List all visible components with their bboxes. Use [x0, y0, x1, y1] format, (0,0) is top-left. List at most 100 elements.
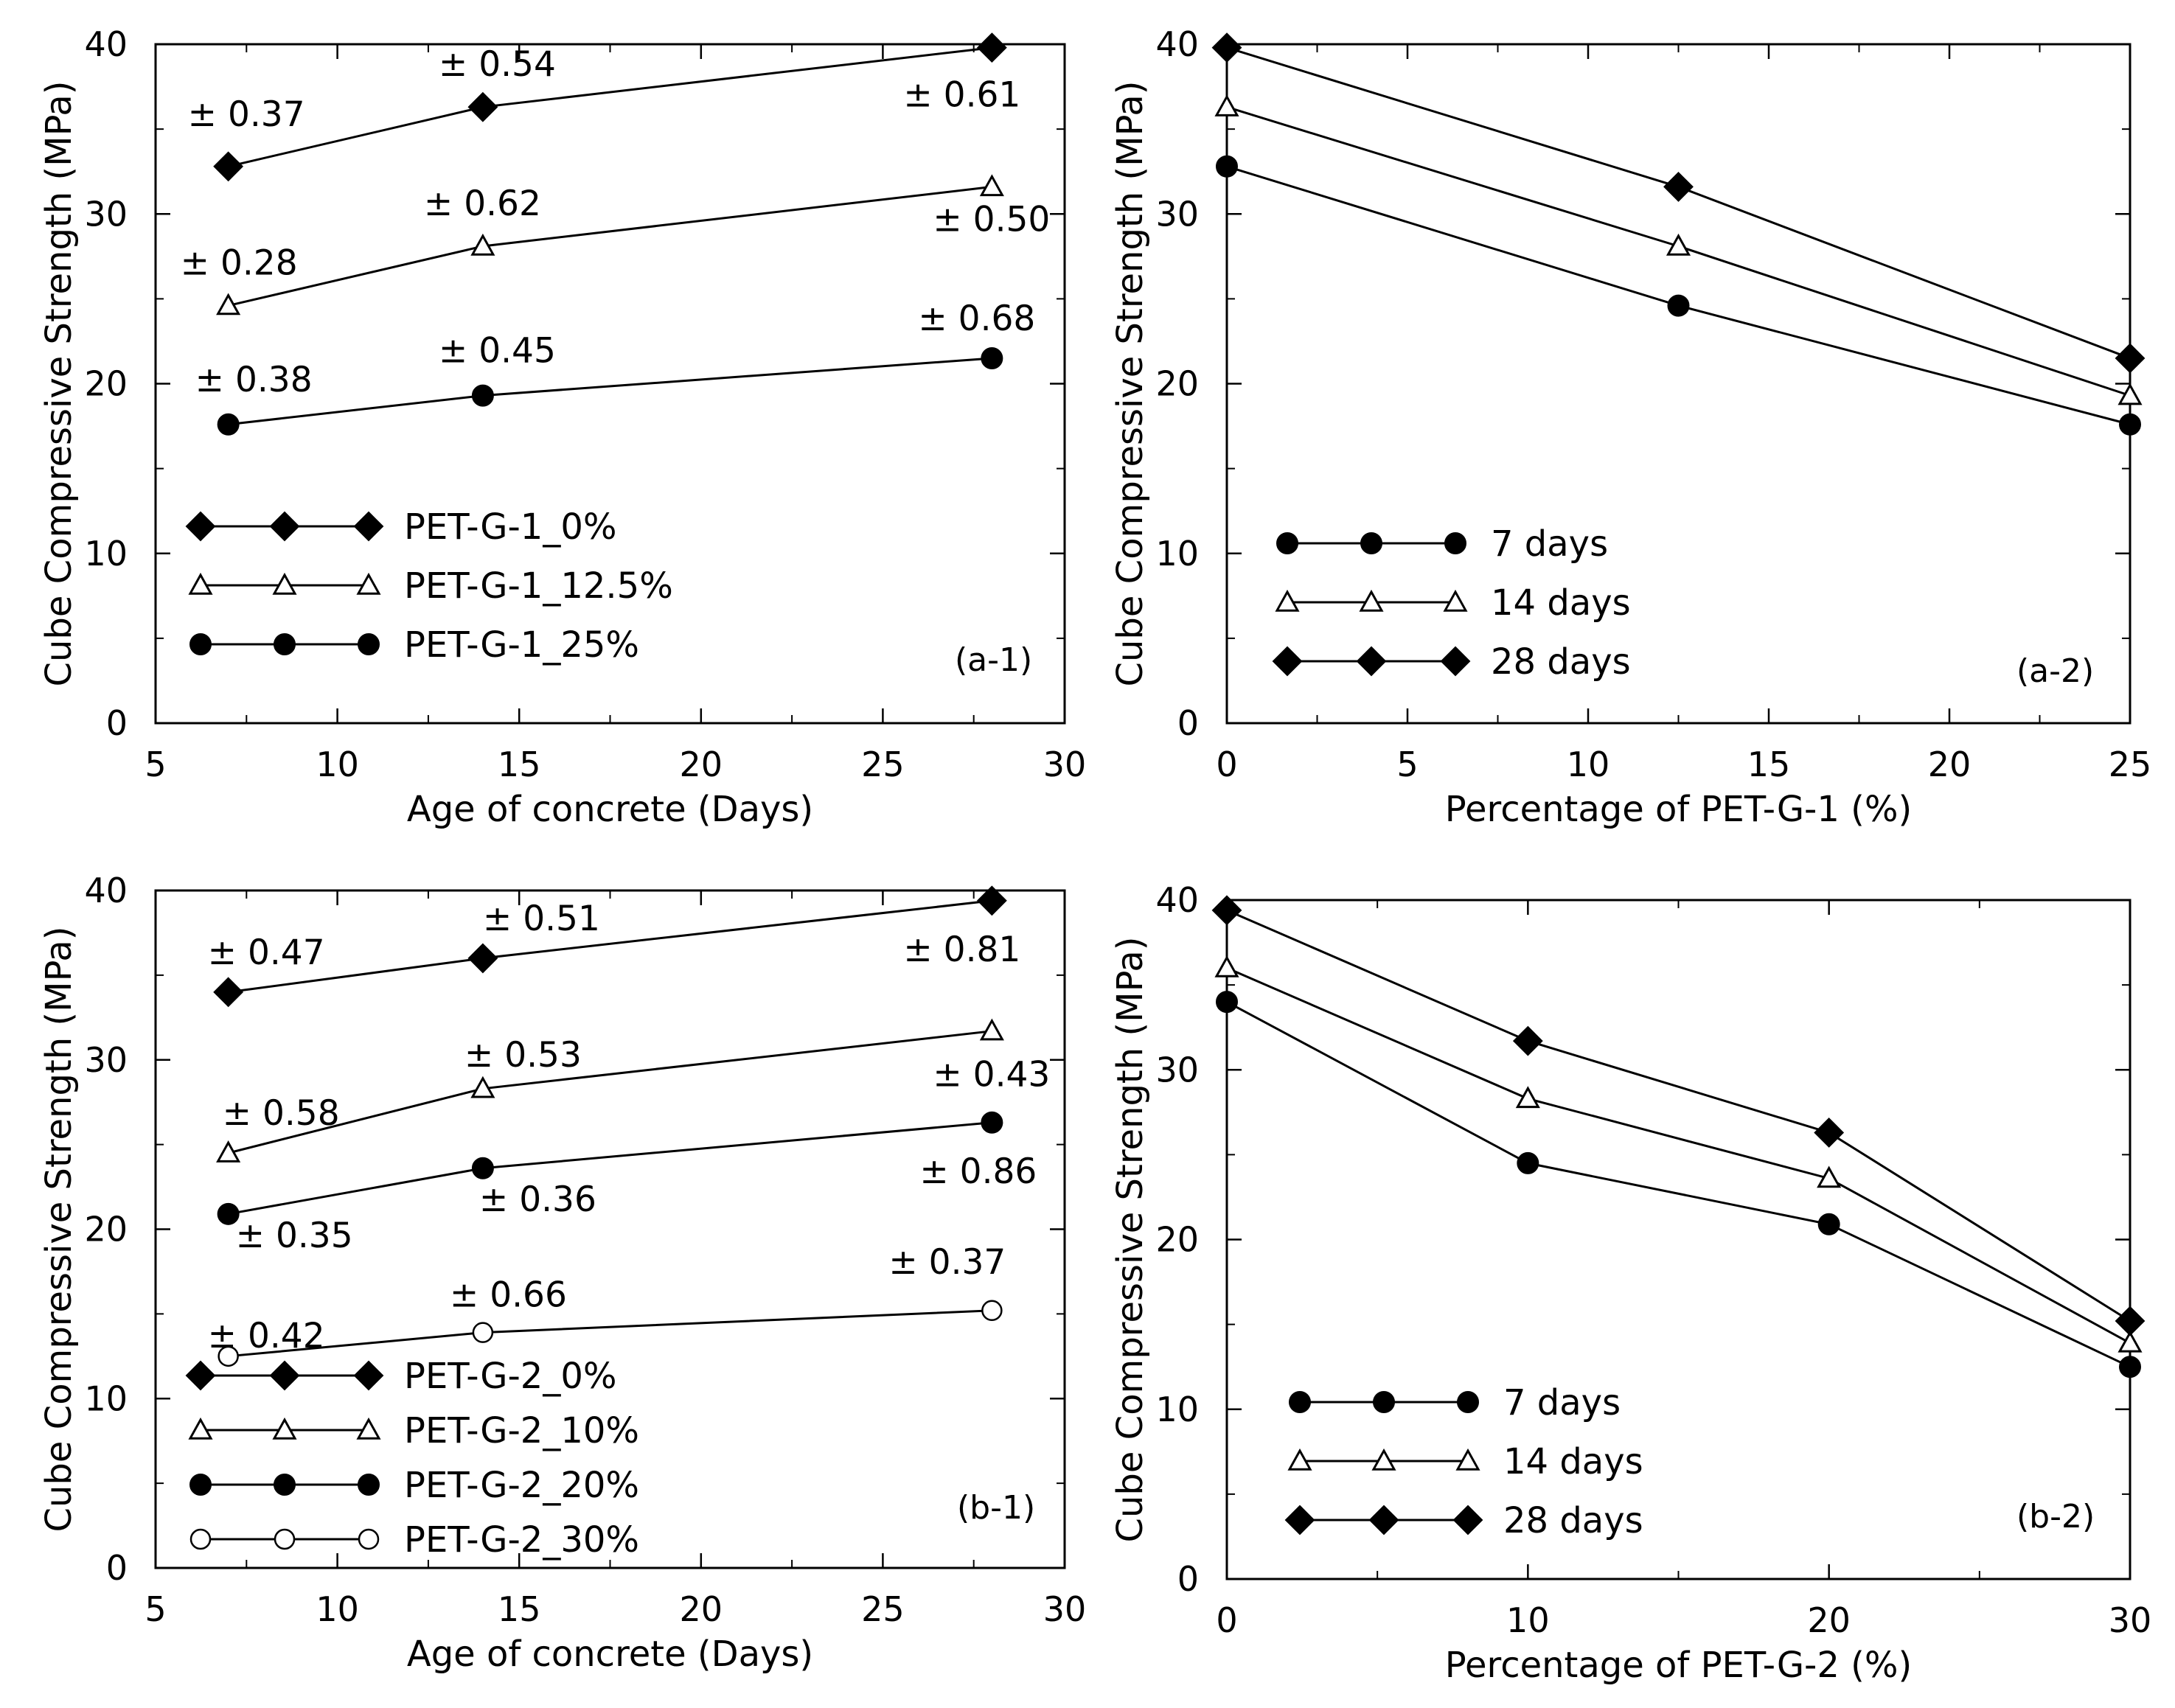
legend-marker	[1371, 1448, 1396, 1471]
legend-marker	[1284, 1505, 1315, 1536]
chart-panel-b-1: 5 10 15 20 25 30 0 10 20 30 40 Age of concrete (Day…	[38, 871, 1086, 1675]
x-tick-label: 5	[145, 1589, 166, 1629]
data-point	[1666, 233, 1691, 256]
legend-marker	[185, 511, 216, 542]
series-line	[1226, 1000, 2131, 1368]
data-point	[976, 885, 1007, 916]
series-line	[228, 899, 992, 994]
legend-label: PET-G-1_12.5%	[404, 565, 673, 607]
panel-label: (b-2)	[2016, 1498, 2095, 1536]
std-dev-label: ± 0.28	[181, 243, 298, 284]
x-tick-label: 20	[680, 745, 723, 784]
y-tick-label: 0	[106, 703, 128, 743]
std-dev-label: ± 0.62	[424, 184, 541, 224]
y-axis-title: Cube Compressive Strength (MPa)	[1110, 936, 1151, 1542]
data-point	[979, 174, 1004, 197]
std-dev-label: ± 0.86	[919, 1151, 1037, 1192]
std-dev-label: ± 0.81	[903, 930, 1020, 970]
y-tick-label: 20	[1155, 1220, 1199, 1260]
series-14 days	[1214, 94, 2143, 405]
data-point	[217, 1202, 240, 1225]
y-tick-label: 40	[1155, 880, 1199, 920]
legend-marker	[274, 1528, 296, 1550]
data-point	[216, 1140, 241, 1163]
legend-marker	[1373, 1391, 1395, 1413]
data-point	[981, 346, 1003, 369]
x-tick-label: 30	[1043, 745, 1087, 784]
data-point	[1663, 171, 1694, 202]
data-point	[471, 1157, 494, 1179]
series-line	[228, 357, 992, 426]
legend-marker	[1289, 1391, 1311, 1413]
y-tick-label: 40	[84, 24, 128, 64]
data-point	[2115, 343, 2146, 374]
y-tick-label: 20	[84, 1210, 128, 1249]
std-dev-label: ± 0.47	[208, 933, 325, 973]
data-point	[1211, 895, 1242, 926]
legend-marker	[189, 633, 212, 655]
legend-marker	[1272, 646, 1303, 677]
series-line	[1226, 909, 2131, 1322]
data-point	[472, 1322, 494, 1343]
data-point	[1512, 1025, 1543, 1056]
legend-marker	[189, 1474, 212, 1496]
std-dev-label: ± 0.45	[439, 331, 556, 372]
y-axis-title: Cube Compressive Strength (MPa)	[1110, 80, 1151, 686]
x-tick-label: 10	[316, 1589, 359, 1629]
legend-marker	[358, 1474, 380, 1496]
data-point	[470, 233, 495, 256]
legend-label: 7 days	[1491, 523, 1608, 565]
data-point	[217, 413, 240, 436]
std-dev-label: ± 0.35	[236, 1216, 353, 1256]
legend-marker	[1455, 1448, 1480, 1471]
x-tick-label: 0	[1216, 745, 1237, 784]
legend-marker	[1452, 1505, 1483, 1536]
y-axis-title: Cube Compressive Strength (MPa)	[38, 926, 80, 1532]
y-tick-label: 40	[1155, 24, 1199, 64]
x-tick-label: 25	[861, 1589, 905, 1629]
data-point	[213, 151, 244, 182]
legend-marker	[1360, 532, 1382, 554]
legend-label: PET-G-1_0%	[404, 506, 616, 548]
series-28 days	[1211, 895, 2146, 1336]
series-PET-G-2_20%: ± 0.35 ± 0.36 ± 0.86	[217, 1111, 1037, 1256]
legend-marker	[188, 1417, 213, 1440]
x-tick-label: 5	[145, 745, 166, 784]
x-axis-title: Percentage of PET-G-1 (%)	[1445, 789, 1912, 830]
y-axis-title: Cube Compressive Strength (MPa)	[38, 80, 80, 686]
data-point	[1517, 1151, 1539, 1174]
series-line	[228, 1121, 992, 1216]
series-7 days	[1216, 991, 2141, 1378]
plot-frame	[1225, 899, 2132, 1580]
legend-label: 14 days	[1491, 582, 1631, 624]
std-dev-label: ± 0.68	[918, 299, 1035, 339]
series-line	[228, 1309, 992, 1358]
legend-marker	[1359, 589, 1384, 612]
series-14 days	[1214, 955, 2143, 1353]
legend-marker	[1275, 589, 1300, 612]
y-tick-label: 30	[1155, 1050, 1199, 1090]
std-dev-label: ± 0.38	[195, 360, 313, 400]
y-tick-label: 10	[1155, 1390, 1199, 1429]
x-tick-label: 30	[1043, 1589, 1087, 1629]
series-PET-G-1_25%: ± 0.38 ± 0.45 ± 0.68	[195, 299, 1035, 436]
std-dev-label: ± 0.36	[479, 1179, 596, 1220]
std-dev-label: ± 0.54	[439, 44, 556, 85]
legend-marker	[358, 633, 380, 655]
data-point	[1667, 294, 1690, 317]
x-tick-label: 15	[498, 1589, 541, 1629]
panel-label: (a-1)	[955, 641, 1032, 679]
legend-marker	[1276, 532, 1298, 554]
std-dev-label: ± 0.53	[464, 1035, 582, 1076]
y-tick-label: 0	[1177, 1559, 1199, 1599]
legend-marker	[356, 1417, 381, 1440]
legend-label: 28 days	[1503, 1500, 1643, 1541]
x-axis-title: Age of concrete (Days)	[407, 789, 813, 830]
series-line	[228, 46, 992, 168]
data-point	[213, 977, 244, 1008]
legend-marker	[269, 1360, 300, 1391]
y-tick-label: 10	[84, 1378, 128, 1418]
legend-label: PET-G-2_20%	[404, 1465, 639, 1506]
data-point	[2117, 1330, 2143, 1353]
series-28 days	[1211, 32, 2146, 374]
